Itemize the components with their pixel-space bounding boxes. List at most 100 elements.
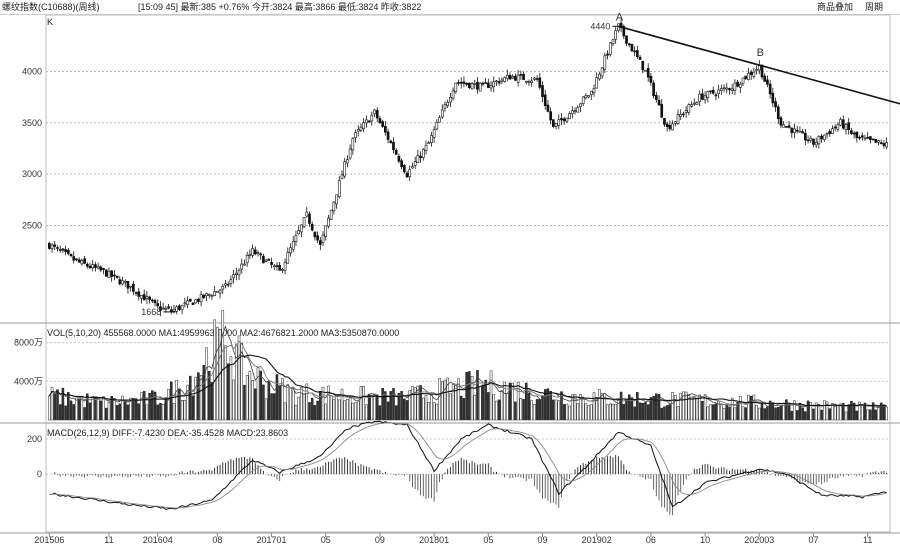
volume-bar	[419, 385, 422, 421]
candle-body	[573, 110, 577, 112]
volume-bar	[809, 402, 813, 421]
candle-body	[262, 255, 265, 264]
candle-body	[384, 125, 387, 133]
candle-body	[137, 291, 141, 297]
volume-bar	[665, 405, 669, 421]
candle-body	[804, 132, 807, 141]
volume-bar	[869, 409, 872, 421]
volume-bar	[538, 399, 542, 421]
candle-body	[164, 308, 168, 310]
volume-bar	[465, 372, 468, 421]
volume-bar	[77, 398, 81, 421]
date-tick-label: 09	[375, 535, 385, 545]
price-tick-label: 3000	[22, 169, 42, 179]
volume-bar	[199, 375, 203, 421]
macd-tick-label: 0	[37, 469, 42, 479]
candle-body	[684, 110, 688, 113]
candle-body	[88, 265, 92, 269]
volume-bar	[571, 394, 574, 421]
volume-bar	[771, 403, 775, 421]
candle-body	[281, 269, 284, 271]
candle-body	[671, 123, 674, 131]
volume-bar	[831, 403, 834, 421]
volume-bar	[278, 385, 281, 421]
candle-body	[327, 217, 330, 227]
volume-bar	[695, 397, 699, 421]
volume-bar	[852, 402, 856, 421]
candle-body	[541, 85, 544, 98]
volume-bar	[476, 370, 479, 421]
candle-body	[489, 85, 493, 89]
candle-body	[272, 265, 276, 268]
candle-body	[340, 174, 344, 180]
volume-bar	[297, 396, 300, 421]
volume-bar	[814, 402, 818, 421]
candle-body	[234, 272, 238, 276]
candle-body	[652, 82, 655, 97]
candle-body	[720, 88, 723, 91]
volume-bar	[744, 407, 748, 421]
candle-body	[820, 135, 823, 140]
date-tick-label: 05	[483, 535, 493, 545]
candle-body	[378, 118, 382, 123]
volume-bar	[148, 393, 151, 421]
candle-body	[289, 247, 292, 254]
candle-body	[836, 124, 840, 130]
volume-bar	[126, 404, 130, 421]
candle-body	[733, 82, 737, 91]
candle-body	[202, 294, 206, 298]
candle-body	[178, 305, 181, 310]
candle-body	[451, 90, 455, 99]
candle-body	[630, 44, 634, 52]
candle-body	[56, 247, 59, 249]
period-button[interactable]: 周期	[865, 2, 884, 12]
candle-body	[61, 248, 65, 251]
candle-body	[847, 122, 851, 130]
volume-bar	[245, 375, 249, 421]
candle-body	[291, 240, 295, 250]
candle-body	[554, 123, 558, 127]
volume-bar	[389, 391, 393, 421]
volume-bar	[850, 401, 853, 421]
candle-body	[660, 104, 664, 118]
volume-bar	[338, 399, 341, 421]
volume-bar	[289, 387, 292, 421]
volume-bar	[262, 384, 265, 421]
volume-bar	[283, 402, 287, 421]
volume-bar	[768, 400, 772, 421]
volume-bar	[497, 399, 501, 421]
candle-body	[614, 30, 618, 40]
volume-bar	[226, 363, 230, 421]
volume-bar	[535, 399, 539, 421]
volume-bar	[248, 371, 252, 421]
candle-body	[449, 97, 452, 103]
candle-body	[814, 142, 818, 146]
volume-bar	[207, 371, 211, 421]
volume-bar	[411, 385, 414, 421]
commodity-overlay-button[interactable]: 商品叠加	[817, 2, 854, 12]
volume-bar	[806, 400, 810, 421]
volume-bar	[329, 395, 333, 421]
candle-body	[186, 300, 189, 306]
candle-body	[440, 109, 444, 118]
volume-bar	[728, 406, 731, 421]
volume-bar	[457, 378, 460, 421]
candle-body	[237, 269, 241, 276]
volume-bar	[749, 395, 753, 421]
candle-body	[221, 286, 225, 290]
candle-body	[107, 270, 111, 278]
volume-bar	[373, 393, 376, 421]
candle-body	[243, 263, 246, 266]
date-tick-label: 08	[212, 535, 222, 545]
candle-body	[64, 249, 67, 253]
volume-bar	[321, 386, 325, 421]
volume-bar	[590, 404, 593, 421]
candle-body	[259, 253, 263, 256]
candle-body	[389, 140, 393, 144]
candle-body	[874, 138, 878, 143]
volume-bar	[294, 404, 298, 421]
volume-bar	[164, 398, 168, 421]
candle-body	[844, 124, 848, 130]
candle-body	[150, 299, 154, 302]
volume-bar	[107, 402, 111, 421]
